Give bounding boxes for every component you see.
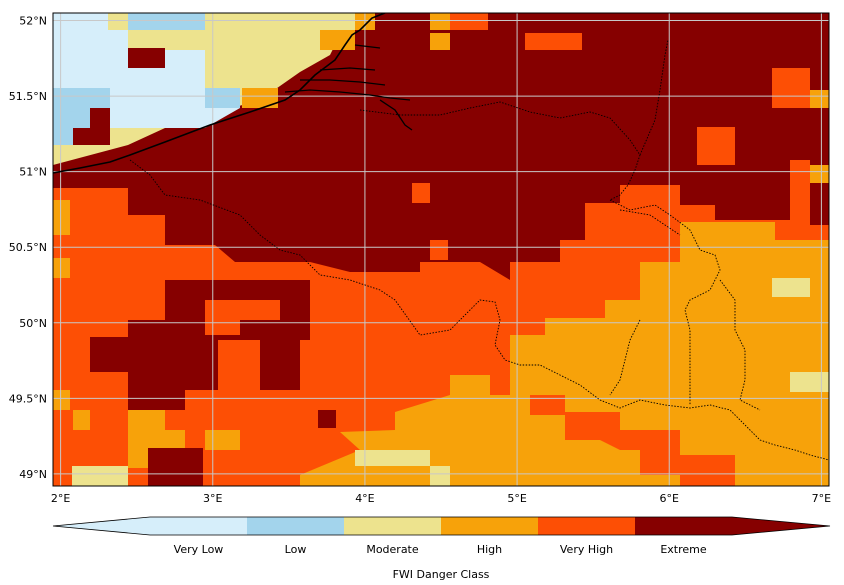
lon-tick-label: 6°E xyxy=(660,492,679,505)
colorbar-outline xyxy=(52,516,831,536)
colorbar-title: FWI Danger Class xyxy=(393,568,490,581)
longitude-axis: 2°E 3°E 4°E 5°E 6°E 7°E xyxy=(51,492,831,505)
lon-tick-label: 5°E xyxy=(507,492,526,505)
lon-tick-label: 3°E xyxy=(203,492,222,505)
lat-tick-label: 51.5°N xyxy=(9,90,47,103)
border-germany-france xyxy=(719,279,761,411)
colorbar-label: Very High xyxy=(560,543,613,556)
colorbar-swatch xyxy=(538,517,636,535)
scattered-cells xyxy=(90,13,810,486)
coastline xyxy=(53,13,386,174)
latitude-axis: 49°N 49.5°N 50°N 50.5°N 51°N 51.5°N 52°N xyxy=(9,15,47,481)
lat-tick-label: 50°N xyxy=(19,317,47,330)
estuary-coast xyxy=(284,44,413,131)
colorbar-swatch xyxy=(344,517,442,535)
colorbar-label: High xyxy=(477,543,502,556)
colorbar: Very Low Low Moderate High Very High Extreme xyxy=(52,516,831,556)
border-luxembourg xyxy=(609,199,721,405)
colorbar-swatch xyxy=(635,517,733,535)
colorbar-swatch xyxy=(441,517,539,535)
lon-tick-label: 2°E xyxy=(51,492,70,505)
lat-tick-label: 49°N xyxy=(19,468,47,481)
colorbar-swatch xyxy=(150,517,248,535)
high-region xyxy=(53,90,829,486)
lat-tick-label: 49.5°N xyxy=(9,392,47,405)
colorbar-extend-low xyxy=(53,517,150,535)
colorbar-extend-high xyxy=(732,517,830,535)
lat-tick-label: 52°N xyxy=(19,15,47,28)
colorbar-label: Very Low xyxy=(174,543,224,556)
very-low-region xyxy=(53,13,240,128)
colorbar-swatch xyxy=(247,517,345,535)
lat-tick-label: 51°N xyxy=(19,166,47,179)
lon-tick-label: 4°E xyxy=(355,492,374,505)
colorbar-label: Extreme xyxy=(660,543,707,556)
lon-tick-label: 7°E xyxy=(812,492,831,505)
border-france-belgium xyxy=(129,159,829,461)
map-area xyxy=(53,13,829,486)
colorbar-label: Low xyxy=(285,543,307,556)
colorbar-label: Moderate xyxy=(366,543,419,556)
border-belgium-netherlands xyxy=(359,39,669,201)
gridlines xyxy=(53,13,829,486)
lat-tick-label: 50.5°N xyxy=(9,241,47,254)
map-frame xyxy=(52,12,830,487)
